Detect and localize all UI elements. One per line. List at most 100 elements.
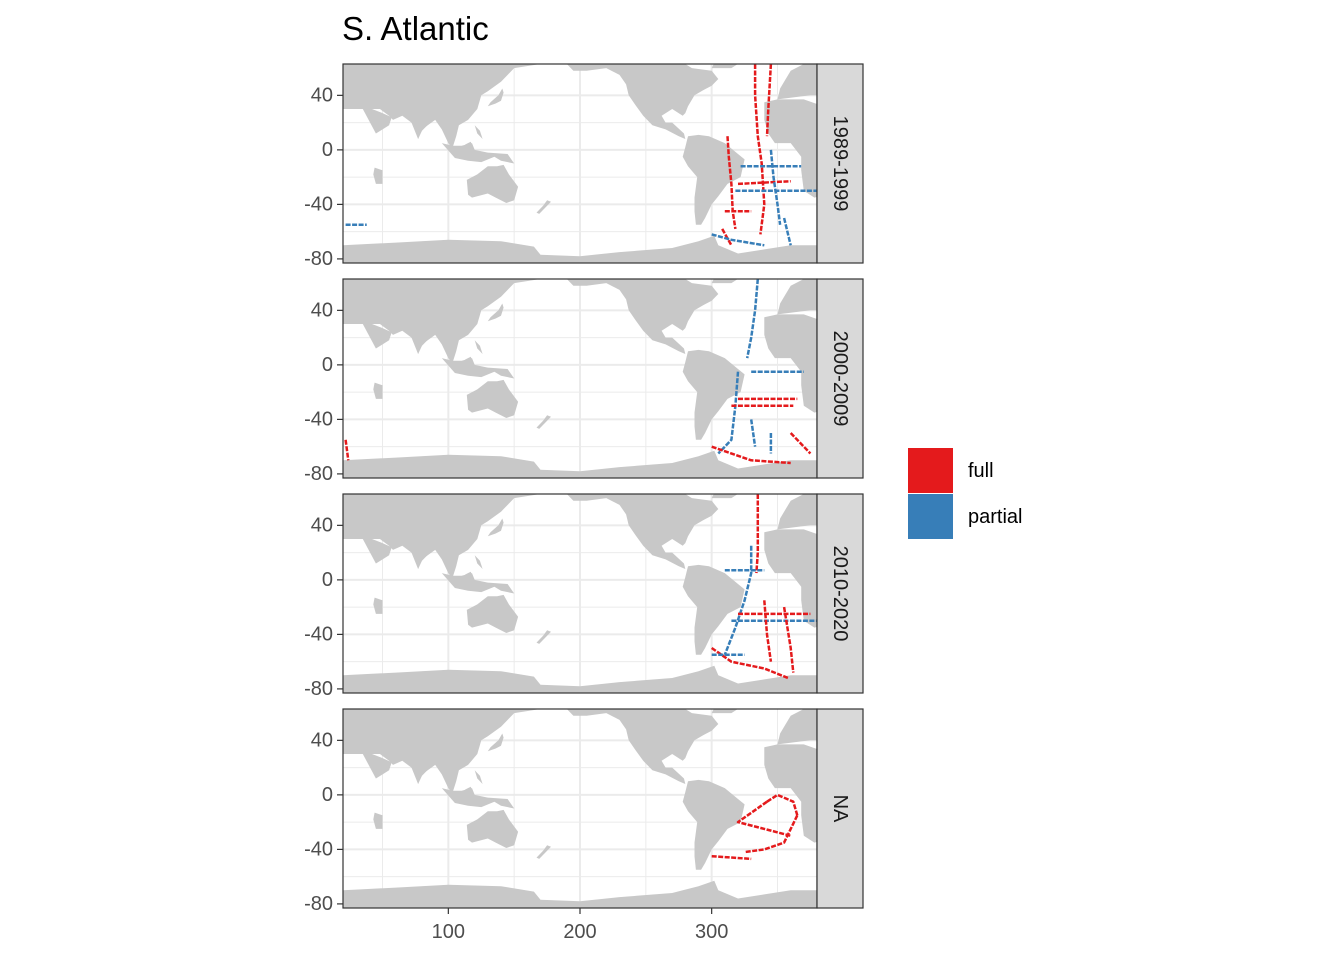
land-mass [343, 279, 541, 364]
land-mass [764, 314, 817, 413]
land-mass [406, 117, 433, 139]
y-tick-label: -40 [304, 408, 333, 430]
track-partial [745, 279, 760, 359]
land-mass [474, 770, 483, 784]
legend: full partial [908, 448, 1022, 539]
y-tick-label: -40 [304, 623, 333, 645]
land-mass [343, 665, 817, 693]
land-mass [441, 573, 515, 594]
land-mass [777, 709, 817, 745]
y-tick-label: 0 [322, 784, 333, 806]
land-mass [466, 164, 519, 203]
land-mass [343, 64, 541, 149]
land-mass [406, 547, 433, 569]
track-partial [782, 217, 792, 246]
land-mass [711, 279, 738, 284]
track-full [737, 179, 791, 186]
legend-key-partial [908, 494, 953, 539]
x-tick-label: 100 [432, 921, 465, 943]
legend-label: partial [968, 506, 1022, 528]
y-tick-label: 40 [311, 84, 333, 106]
y-tick-label: -80 [304, 463, 333, 485]
y-tick-label: -40 [304, 193, 333, 215]
land-mass [566, 279, 719, 354]
track-partial [723, 545, 753, 656]
y-tick-label: 40 [311, 514, 333, 536]
land-mass [764, 744, 817, 843]
land-mass [487, 518, 504, 537]
y-tick-label: 0 [322, 354, 333, 376]
land-mass [406, 332, 433, 354]
land-mass [373, 167, 383, 184]
land-mass [487, 88, 504, 107]
track-full [789, 432, 812, 455]
track-full [721, 228, 733, 246]
map-panel: 2000-2009 40 0 -40 -80 [304, 278, 864, 485]
y-tick-label: 0 [322, 569, 333, 591]
land-mass [682, 779, 745, 870]
land-mass [536, 415, 551, 429]
land-mass [711, 494, 738, 499]
track-full [755, 494, 760, 574]
facet-strip [816, 278, 864, 479]
land-mass [466, 379, 519, 418]
y-tick-label: 40 [311, 299, 333, 321]
track-full [765, 64, 773, 137]
facet-strip-label: 1989-1999 [829, 116, 851, 212]
track-full [344, 439, 350, 461]
land-mass [682, 349, 745, 440]
track-full [726, 136, 737, 230]
land-mass [682, 564, 745, 655]
track-partial [717, 371, 740, 455]
land-mass [764, 99, 817, 198]
land-mass [343, 450, 817, 478]
land-mass [441, 358, 515, 379]
map-panel: 1989-1999 40 0 -40 -80 [304, 63, 864, 270]
track-full [711, 854, 752, 861]
land-mass [711, 709, 738, 714]
x-tick-label: 200 [563, 921, 596, 943]
x-tick-label: 300 [695, 921, 728, 943]
y-tick-label: 0 [322, 139, 333, 161]
land-mass [343, 709, 541, 794]
land-mass [362, 109, 392, 134]
land-mass [777, 279, 817, 315]
land-mass [441, 143, 515, 164]
y-tick-label: -40 [304, 838, 333, 860]
land-mass [343, 880, 817, 908]
track-partial [769, 149, 782, 225]
facet-strip-label: NA [829, 795, 851, 823]
land-mass [474, 340, 483, 354]
land-mass [373, 812, 383, 829]
track-partial [749, 419, 757, 447]
land-mass [466, 594, 519, 633]
track-full [753, 64, 766, 235]
facet-strip-label: 2010-2020 [829, 546, 851, 642]
track-full [711, 445, 791, 465]
land-mass [460, 356, 474, 371]
land-mass [566, 494, 719, 569]
land-mass [362, 539, 392, 564]
track-partial [711, 233, 765, 247]
land-mass [487, 733, 504, 752]
land-mass [362, 324, 392, 349]
land-mass [777, 494, 817, 530]
land-mass [460, 786, 474, 801]
land-mass [343, 235, 817, 263]
land-mass [343, 494, 541, 579]
facet-strip-label: 2000-2009 [829, 331, 851, 427]
y-tick-label: -80 [304, 248, 333, 270]
land-mass [777, 64, 817, 100]
map-panel: NA 40 0 -40 -80 [304, 708, 864, 915]
map-panel: 2010-2020 40 0 -40 -80 [304, 493, 864, 700]
legend-label: full [968, 460, 994, 482]
land-mass [460, 571, 474, 586]
land-mass [406, 762, 433, 784]
land-mass [487, 303, 504, 322]
land-mass [474, 555, 483, 569]
land-mass [373, 382, 383, 399]
y-tick-label: -80 [304, 893, 333, 915]
land-mass [460, 141, 474, 156]
land-mass [441, 788, 515, 809]
